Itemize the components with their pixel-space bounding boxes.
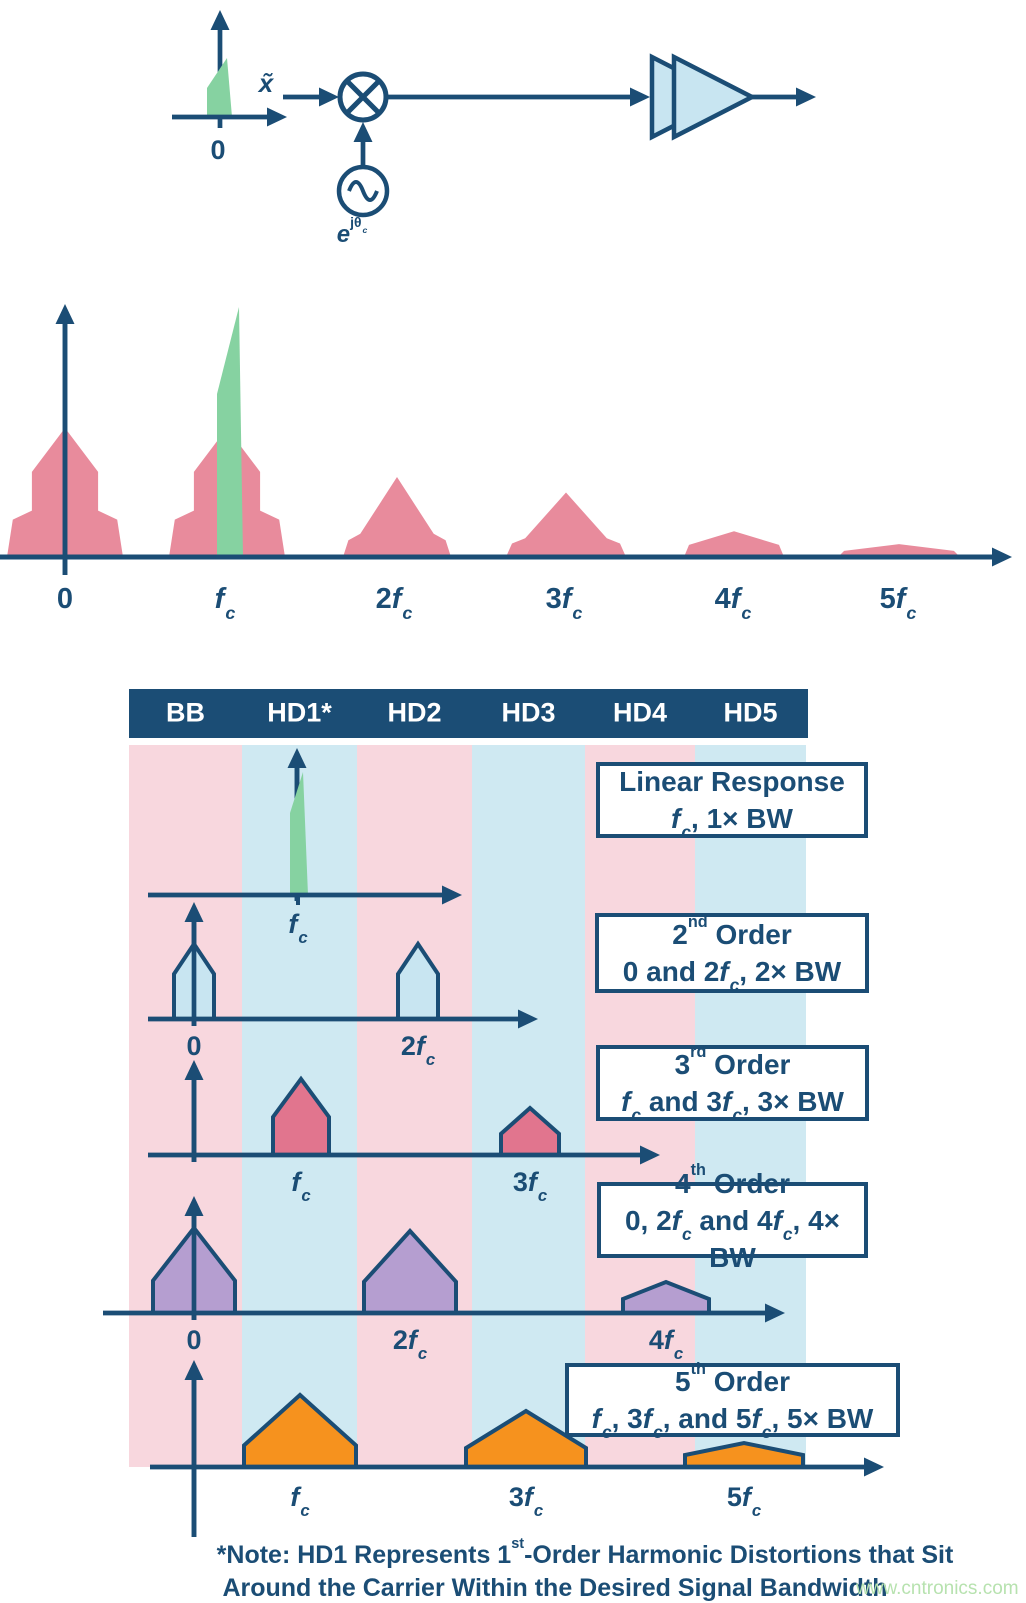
row-order-5-axis-label: 3fc — [508, 1482, 544, 1521]
header-label-HD1: HD1* — [267, 696, 332, 727]
row-linear-vertical-axis-arrowhead — [287, 748, 307, 768]
row-linear-axis-label: fc — [288, 909, 308, 948]
annotation-box-order-4-box_line2: 0, 2fc and 4fc, 4× BW — [624, 1204, 841, 1273]
harmonic-header-bar: BB HD1* HD2 HD3 HD4 HD5 — [129, 689, 808, 738]
annotation-box-order-4-box_line1: 4th Order — [675, 1161, 790, 1199]
spectrum-hump-5f_c — [838, 544, 960, 557]
spectrum-axis-label: 4fc — [714, 583, 752, 623]
row-order-4-horizontal-axis-arrowhead — [765, 1303, 785, 1323]
spectrum-vertical-axis-arrowhead — [55, 304, 75, 324]
row-order-3-axis-label: 3fc — [512, 1167, 548, 1206]
header-label-HD5: HD5 — [723, 696, 778, 727]
row-order-3-vertical-axis-arrowhead — [184, 1060, 204, 1080]
spectrum-axis-label: fc — [214, 583, 236, 623]
row-order-4-axis-label: 0 — [186, 1325, 202, 1355]
mini-axis-zero-label: 0 — [210, 135, 226, 165]
annotation-box-order-3-box_line1: 3rd Order — [674, 1042, 791, 1080]
row-order-4-axis-label: 4fc — [648, 1325, 684, 1364]
annotation-box-order-3: 3rd Order fc and 3fc, 3× BW — [596, 1042, 869, 1126]
header-label-BB: BB — [166, 696, 205, 727]
column-band-HD3 — [472, 745, 585, 1467]
row-linear-horizontal-axis-arrowhead — [442, 885, 462, 905]
spectrum-horizontal-axis-arrowhead — [992, 547, 1012, 567]
spectrum-axis-label: 5fc — [879, 583, 917, 623]
row-order-5-horizontal-axis-arrowhead — [864, 1457, 884, 1477]
annotation-box-order-2: 2nd Order 0 and 2fc, 2× BW — [595, 912, 869, 996]
annotation-box-order-5-box_line1: 5th Order — [675, 1359, 790, 1397]
annotation-box-order-3-box_line2: fc and 3fc, 3× BW — [621, 1086, 844, 1126]
annotation-box-order-5-box_line2: fc, 3fc, and 5fc, 5× BW — [591, 1403, 874, 1443]
output-arrow-arrowhead — [796, 87, 816, 107]
header-label-HD3: HD3 — [501, 696, 556, 727]
watermark: www.cntronics.com — [856, 1578, 1019, 1599]
row-order-2-axis-label: 0 — [186, 1031, 202, 1061]
amplifier-icon — [671, 53, 757, 141]
spectrum-axis-label: 0 — [56, 583, 74, 615]
annotation-box-linear-box_line1: Linear Response — [619, 766, 845, 797]
row-order-2-axis-label: 2fc — [400, 1031, 436, 1070]
row-order-5-axis-label: fc — [290, 1482, 310, 1521]
header-label-HD4: HD4 — [612, 696, 668, 727]
note-line-1: *Note: HD1 Represents 1st-Order Harmonic… — [216, 1535, 954, 1569]
row-order-5-vertical-axis-arrowhead — [184, 1360, 204, 1380]
sine-wave-icon — [347, 180, 379, 202]
carrier-signal-shape — [217, 307, 243, 557]
spectrum-hump-2f_c — [343, 477, 451, 557]
row-order-3-axis-label: fc — [291, 1167, 311, 1206]
header-label-HD2: HD2 — [387, 696, 442, 727]
column-band-BB — [129, 745, 242, 1467]
annotation-box-order-4: 4th Order 0, 2fc and 4fc, 4× BW — [597, 1162, 868, 1273]
row-order-5-axis-label: 5fc — [726, 1482, 762, 1521]
mixer-x-stroke — [346, 80, 380, 114]
annotation-box-order-2-box_line2: 0 and 2fc, 2× BW — [622, 956, 842, 996]
mixer-to-amp-arrow-arrowhead — [630, 87, 650, 107]
annotation-box-order-2-box_line1: 2nd Order — [672, 912, 792, 950]
spectrum-axis-label: 2fc — [375, 583, 413, 623]
row-linear-carrier-shape — [290, 772, 308, 895]
column-band-HD2 — [357, 745, 472, 1467]
row-order-2-horizontal-axis-arrowhead — [518, 1009, 538, 1029]
spectrum-hump-4f_c — [684, 531, 784, 557]
lo-arrow-arrowhead — [353, 122, 373, 142]
spectrum-axis-label: 3fc — [545, 583, 583, 623]
oscillator-label: ejθc — [336, 214, 368, 248]
row-order-4-vertical-axis-arrowhead — [184, 1196, 204, 1216]
note-line-2: Around the Carrier Within the Desired Si… — [222, 1574, 888, 1602]
mini-horizontal-axis-arrowhead — [267, 107, 287, 127]
row-order-2-vertical-axis-arrowhead — [184, 902, 204, 922]
annotation-box-order-5: 5th Order fc, 3fc, and 5fc, 5× BW — [565, 1359, 900, 1443]
mini-vertical-axis-arrowhead — [210, 10, 230, 30]
input-signal-label: x̃ — [258, 68, 274, 98]
annotation-box-linear-box_line2: fc, 1× BW — [671, 803, 793, 843]
spectrum-hump-3f_c — [506, 492, 626, 557]
annotation-box-linear: Linear Response fc, 1× BW — [596, 762, 868, 843]
row-order-4-axis-label: 2fc — [392, 1325, 428, 1364]
baseband-signal-shape — [207, 58, 232, 117]
input-arrow-arrowhead — [319, 87, 339, 107]
row-order-3-horizontal-axis-arrowhead — [640, 1145, 660, 1165]
